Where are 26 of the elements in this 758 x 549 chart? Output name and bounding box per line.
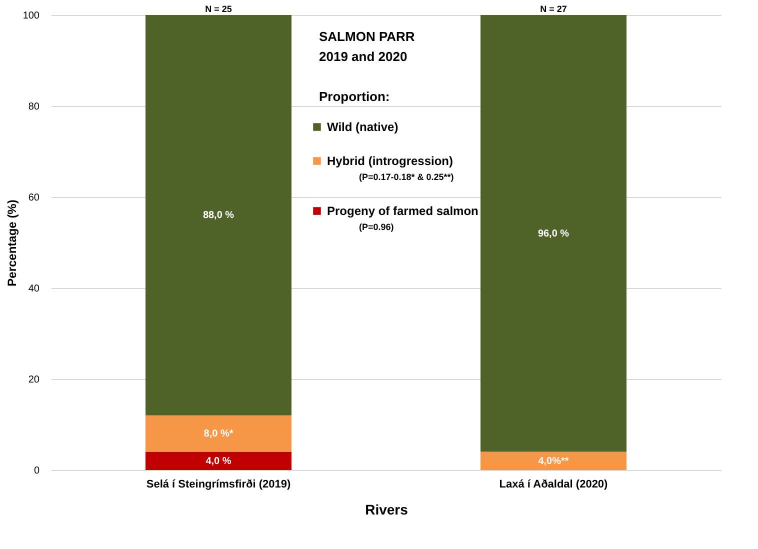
y-tick-label: 0 xyxy=(34,466,40,476)
data-label: 88,0 % xyxy=(202,210,234,222)
x-tick-label: Selá í Steingrímsfirði (2019) xyxy=(146,478,291,490)
y-tick-label: 100 xyxy=(22,10,40,22)
data-label: 4,0%** xyxy=(538,456,569,467)
bar xyxy=(146,415,292,452)
text: SALMON PARR 2019 and 2020 Proportion: xyxy=(319,29,415,104)
x-tick-label: Laxá í Aðaldal (2020) xyxy=(499,478,608,490)
bar xyxy=(146,15,292,416)
y-tick-label: 60 xyxy=(28,192,40,204)
legend-label: Progeny of farmed salmon (P=0.96) xyxy=(327,204,478,232)
bar xyxy=(480,15,626,452)
data-label: 4,0 % xyxy=(206,456,232,467)
annotation: N = 25 xyxy=(205,4,232,14)
y-tick-label: 20 xyxy=(28,374,40,386)
bar xyxy=(480,452,626,470)
legend-label: Hybrid (introgression) (P=0.17-0.18* & 0.25**) xyxy=(327,154,454,182)
y-axis-title: Percentage (%) xyxy=(4,200,19,286)
x-axis-title: Rivers xyxy=(365,502,408,518)
annotation: N = 27 xyxy=(540,4,567,14)
y-tick-label: 40 xyxy=(28,284,40,294)
data-label: 8,0 %* xyxy=(204,428,234,440)
bar xyxy=(146,452,292,470)
y-tick-label: 80 xyxy=(28,102,40,112)
legend-label: Wild (native) xyxy=(327,120,398,134)
data-label: 96,0 % xyxy=(538,228,570,240)
